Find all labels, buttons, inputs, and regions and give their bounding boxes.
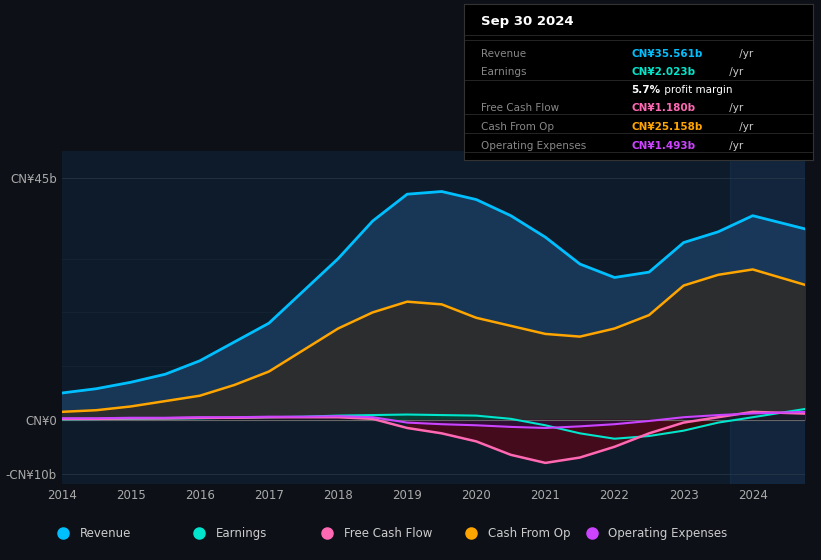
Text: profit margin: profit margin — [661, 85, 732, 95]
Text: Revenue: Revenue — [481, 49, 526, 59]
Text: Earnings: Earnings — [481, 67, 527, 77]
Text: CN¥35.561b: CN¥35.561b — [631, 49, 703, 59]
Text: Operating Expenses: Operating Expenses — [608, 527, 727, 540]
Text: CN¥1.180b: CN¥1.180b — [631, 103, 695, 113]
Text: Cash From Op: Cash From Op — [488, 527, 570, 540]
Text: Cash From Op: Cash From Op — [481, 122, 554, 132]
Text: CN¥2.023b: CN¥2.023b — [631, 67, 695, 77]
Text: Sep 30 2024: Sep 30 2024 — [481, 15, 574, 28]
Text: /yr: /yr — [736, 122, 754, 132]
Text: Free Cash Flow: Free Cash Flow — [481, 103, 559, 113]
Text: Earnings: Earnings — [216, 527, 267, 540]
Text: Revenue: Revenue — [80, 527, 131, 540]
Text: /yr: /yr — [726, 141, 743, 151]
Text: CN¥25.158b: CN¥25.158b — [631, 122, 703, 132]
Text: Free Cash Flow: Free Cash Flow — [344, 527, 433, 540]
Bar — [730, 151, 805, 484]
Text: /yr: /yr — [726, 103, 743, 113]
Text: Operating Expenses: Operating Expenses — [481, 141, 586, 151]
Text: /yr: /yr — [736, 49, 754, 59]
Text: CN¥1.493b: CN¥1.493b — [631, 141, 695, 151]
Text: 5.7%: 5.7% — [631, 85, 660, 95]
Text: /yr: /yr — [726, 67, 743, 77]
